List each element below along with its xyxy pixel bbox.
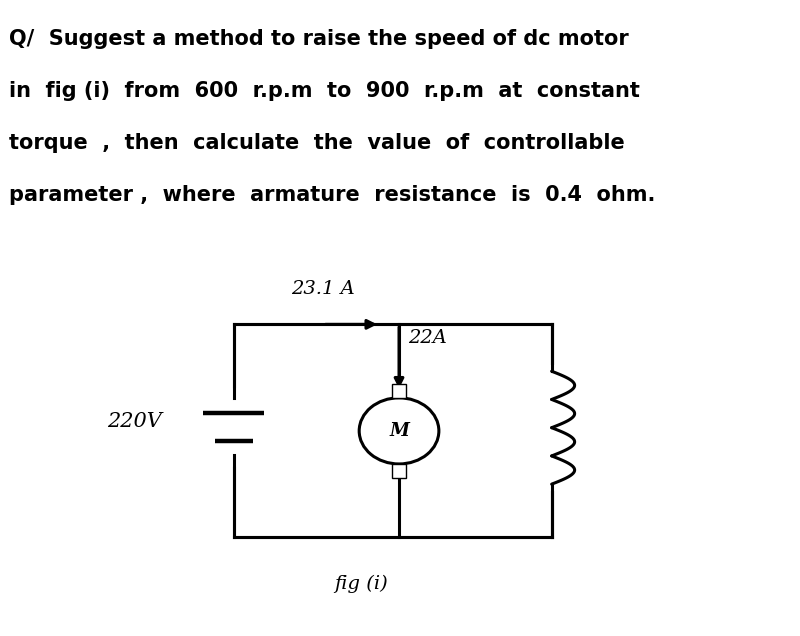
Circle shape bbox=[359, 398, 439, 464]
Bar bbox=[234, 324, 552, 537]
Text: 220V: 220V bbox=[107, 412, 162, 431]
Bar bbox=[392, 384, 406, 398]
Text: fig (i): fig (i) bbox=[334, 574, 388, 593]
Text: parameter ,  where  armature  resistance  is  0.4  ohm.: parameter , where armature resistance is… bbox=[9, 185, 655, 205]
Bar bbox=[392, 464, 406, 478]
Text: Q/  Suggest a method to raise the speed of dc motor: Q/ Suggest a method to raise the speed o… bbox=[9, 29, 629, 48]
Text: torque  ,  then  calculate  the  value  of  controllable: torque , then calculate the value of con… bbox=[9, 133, 625, 153]
Text: 23.1 A: 23.1 A bbox=[291, 280, 354, 298]
Text: 22A: 22A bbox=[408, 329, 447, 347]
Text: in  fig (i)  from  600  r.p.m  to  900  r.p.m  at  constant: in fig (i) from 600 r.p.m to 900 r.p.m a… bbox=[9, 81, 640, 100]
Text: M: M bbox=[389, 422, 409, 440]
